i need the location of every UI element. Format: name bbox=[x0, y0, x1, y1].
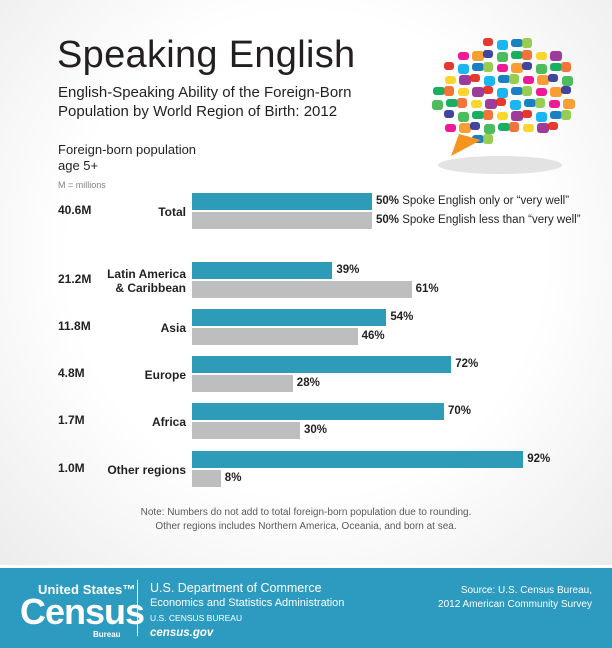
region-label-line: Latin America bbox=[107, 267, 186, 281]
bar-english-well-asia bbox=[192, 309, 387, 326]
speech-bubbles-icon bbox=[432, 38, 575, 174]
population-header: Foreign-born population age 5+ bbox=[58, 142, 197, 173]
data-label-well-africa: 70% bbox=[448, 405, 471, 417]
region-label-line: & Caribbean bbox=[115, 281, 186, 295]
population-value-africa: 1.7M bbox=[58, 413, 85, 427]
region-label-latin-america-caribbean: Latin America & Caribbean bbox=[107, 267, 186, 295]
data-label-well-other-regions: 92% bbox=[527, 453, 550, 465]
region-label-line: Europe bbox=[144, 368, 186, 382]
data-label-less-asia: 46% bbox=[362, 330, 385, 342]
bar-english-less-other-regions bbox=[192, 470, 221, 487]
data-label-less-africa: 30% bbox=[304, 424, 327, 436]
census-website-link[interactable]: census.gov bbox=[150, 627, 214, 639]
population-value-latin-america-caribbean: 21.2M bbox=[58, 272, 92, 286]
data-label-less-total: 50% Spoke English less than “very well” bbox=[376, 214, 581, 226]
data-label-well-asia: 54% bbox=[390, 311, 413, 323]
region-label-line: Africa bbox=[151, 415, 186, 429]
data-label-value: 54% bbox=[390, 311, 414, 323]
region-label-africa: Africa bbox=[152, 415, 186, 429]
data-label-less-latin-america-caribbean: 61% bbox=[416, 283, 439, 295]
page-title: Speaking English bbox=[57, 34, 356, 76]
bar-english-well-africa bbox=[192, 403, 444, 420]
population-unit: M = millions bbox=[58, 180, 106, 190]
legend-english-less: Spoke English less than “very well” bbox=[399, 214, 581, 226]
population-value-total: 40.6M bbox=[58, 203, 92, 217]
region-label-total: Total bbox=[158, 205, 186, 219]
data-label-value: 50% bbox=[376, 195, 400, 207]
bar-english-well-europe bbox=[192, 356, 452, 373]
region-label-asia: Asia bbox=[161, 321, 186, 335]
census-logo-top: United States™ bbox=[38, 582, 136, 597]
bar-english-less-europe bbox=[192, 375, 293, 392]
source-line-2: 2012 American Community Survey bbox=[438, 599, 592, 610]
data-label-value: 28% bbox=[296, 377, 320, 389]
region-label-line: Asia bbox=[160, 321, 186, 335]
data-label-value: 50% bbox=[376, 214, 400, 226]
region-label-line: Other regions bbox=[107, 463, 186, 477]
data-label-value: 72% bbox=[455, 358, 479, 370]
source-block: Source: U.S. Census Bureau, 2012 America… bbox=[438, 584, 592, 612]
bureau-name: U.S. CENSUS BUREAU bbox=[150, 613, 243, 623]
data-label-well-total: 50% Spoke English only or “very well” bbox=[376, 195, 569, 207]
bar-english-less-latin-america-caribbean bbox=[192, 281, 412, 298]
footer: United States™ Census Bureau U.S. Depart… bbox=[0, 568, 612, 648]
data-label-well-latin-america-caribbean: 39% bbox=[336, 264, 359, 276]
bar-english-less-asia bbox=[192, 328, 358, 345]
bar-english-less-africa bbox=[192, 422, 300, 439]
bar-english-well-latin-america-caribbean bbox=[192, 262, 333, 279]
data-label-value: 61% bbox=[415, 283, 439, 295]
bar-english-less-total bbox=[192, 212, 372, 229]
department-name: U.S. Department of Commerce bbox=[150, 581, 322, 595]
data-label-value: 70% bbox=[448, 405, 472, 417]
population-value-europe: 4.8M bbox=[58, 366, 85, 380]
data-label-well-europe: 72% bbox=[455, 358, 478, 370]
data-label-less-other-regions: 8% bbox=[225, 472, 242, 484]
source-line-1: Source: U.S. Census Bureau, bbox=[460, 585, 592, 596]
census-logo-bureau: Bureau bbox=[93, 630, 121, 639]
page-subtitle: English-Speaking Ability of the Foreign-… bbox=[58, 84, 352, 120]
bar-english-well-other-regions bbox=[192, 451, 524, 468]
legend-english-well: Spoke English only or “very well” bbox=[399, 195, 570, 207]
data-label-value: 39% bbox=[336, 264, 360, 276]
department-block: U.S. Department of Commerce Economics an… bbox=[150, 581, 344, 641]
data-label-less-europe: 28% bbox=[297, 377, 320, 389]
census-logo[interactable]: Census bbox=[20, 591, 145, 632]
population-value-other-regions: 1.0M bbox=[58, 461, 85, 475]
region-label-europe: Europe bbox=[145, 368, 186, 382]
data-label-value: 8% bbox=[224, 472, 242, 484]
data-label-value: 30% bbox=[304, 424, 328, 436]
footer-divider bbox=[137, 580, 138, 636]
administration-name: Economics and Statistics Administration bbox=[150, 597, 345, 609]
data-label-value: 46% bbox=[361, 330, 385, 342]
region-label-other-regions: Other regions bbox=[107, 463, 186, 477]
note-line-2: Other regions includes Northern America,… bbox=[155, 521, 457, 532]
population-value-asia: 11.8M bbox=[58, 319, 91, 333]
bar-english-well-total bbox=[192, 193, 372, 210]
chart-note: Note: Numbers do not add to total foreig… bbox=[0, 506, 612, 534]
note-line-1: Note: Numbers do not add to total foreig… bbox=[140, 507, 472, 518]
data-label-value: 92% bbox=[527, 453, 551, 465]
region-label-line: Total bbox=[158, 205, 186, 219]
